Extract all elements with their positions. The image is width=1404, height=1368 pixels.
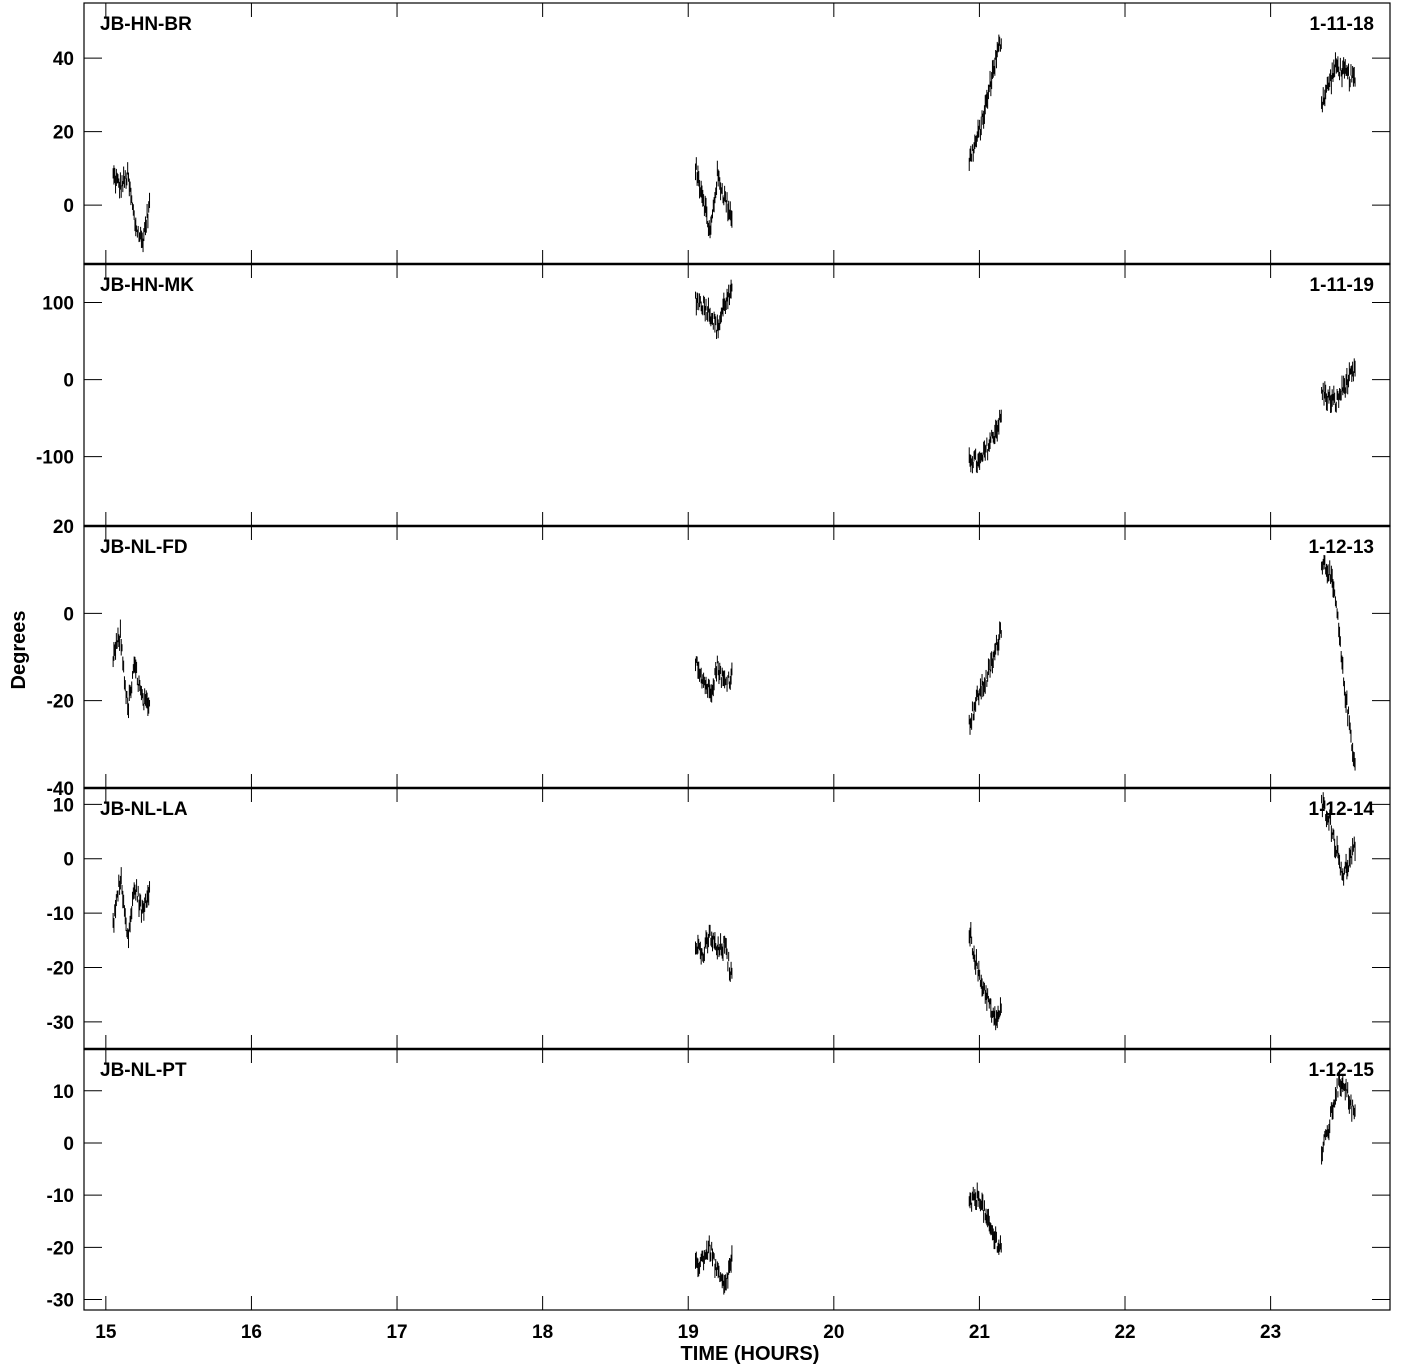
data-segment — [968, 1182, 1002, 1255]
y-tick-label: -10 — [47, 904, 74, 925]
panel-id-label: 1-11-18 — [1310, 14, 1374, 35]
panel-id-label: 1-11-19 — [1310, 275, 1374, 296]
y-tick-label: 0 — [63, 196, 74, 217]
panel-jb-hn-mk: -100 0 100 JB-HN-MK 1-11-19 — [36, 263, 1391, 528]
y-tick-label: -10 — [47, 1186, 74, 1207]
x-tick-label: 23 — [1260, 1322, 1281, 1343]
data-segment — [695, 279, 733, 340]
baseline-label: JB-NL-LA — [100, 799, 188, 820]
x-tick-label: 16 — [241, 1322, 262, 1343]
data-segment — [1321, 554, 1356, 771]
panel-id-label: 1-12-13 — [1309, 537, 1375, 558]
data-segment — [968, 409, 1002, 474]
baseline-label: JB-HN-BR — [100, 14, 192, 35]
panel-jb-hn-br: 0 20 40 JB-HN-BR 1-11-18 — [53, 2, 1391, 266]
data-segment — [1321, 792, 1356, 886]
y-tick-label: 0 — [63, 850, 74, 871]
y-tick-label: 20 — [53, 517, 74, 538]
x-tick-label: 21 — [969, 1322, 991, 1343]
x-tick-labels: 15 16 17 18 19 20 21 22 23 — [95, 1322, 1281, 1343]
data-segment — [112, 162, 151, 253]
x-tick-label: 20 — [823, 1322, 844, 1343]
panel-frame — [83, 525, 1391, 789]
data-segment — [695, 157, 733, 239]
data-segment — [1321, 358, 1356, 413]
y-tick-label: -20 — [47, 958, 74, 979]
y-tick-label: 0 — [63, 1134, 74, 1155]
data-segment — [968, 922, 1002, 1031]
y-tick-label: -20 — [47, 1238, 74, 1259]
y-tick-label: -20 — [47, 692, 74, 713]
y-tick-label: 10 — [53, 1082, 74, 1103]
x-tick-label: 18 — [532, 1322, 553, 1343]
panel-frame — [83, 787, 1391, 1050]
y-tick-label: -30 — [47, 1291, 74, 1312]
panel-frame — [83, 2, 1391, 265]
baseline-label: JB-NL-PT — [100, 1060, 187, 1081]
x-tick-label: 17 — [386, 1322, 407, 1343]
data-segment — [112, 867, 151, 949]
y-tick-label: 0 — [63, 604, 74, 625]
panel-jb-nl-fd: -40 -20 0 20 JB-NL-FD 1-12-13 — [47, 517, 1391, 800]
y-tick-label: -100 — [36, 448, 74, 469]
data-segment — [112, 619, 151, 719]
data-segment — [695, 655, 733, 703]
y-tick-label: 10 — [53, 795, 74, 816]
y-tick-label: -30 — [47, 1013, 74, 1034]
data-segment — [1321, 1069, 1356, 1165]
y-tick-label: 20 — [53, 123, 74, 144]
y-tick-label: 40 — [53, 49, 74, 70]
baseline-label: JB-NL-FD — [100, 537, 188, 558]
y-tick-label: 100 — [42, 294, 74, 315]
y-tick-label: 0 — [63, 371, 74, 392]
y-axis-title: Degrees — [8, 611, 30, 690]
data-segment — [968, 621, 1002, 735]
baseline-label: JB-HN-MK — [100, 275, 194, 296]
data-segment — [968, 34, 1002, 171]
data-segment — [695, 1235, 733, 1295]
x-tick-label: 22 — [1114, 1322, 1135, 1343]
data-segment — [1321, 52, 1356, 113]
x-tick-label: 19 — [678, 1322, 699, 1343]
data-segment — [695, 924, 733, 982]
panel-frame — [83, 1048, 1391, 1311]
panel-frame — [83, 263, 1391, 527]
panel-jb-nl-pt: -30 -20 -10 0 10 JB-NL-PT 1-12-15 — [47, 1048, 1391, 1312]
panel-id-label: 1-12-14 — [1309, 799, 1375, 820]
panel-jb-nl-la: -30 -20 -10 0 10 JB-NL-LA 1-12-14 — [47, 787, 1391, 1051]
panel-id-label: 1-12-15 — [1309, 1060, 1375, 1081]
x-axis-title: TIME (HOURS) — [681, 1343, 820, 1365]
x-tick-label: 15 — [95, 1322, 117, 1343]
y-tick-label: -40 — [47, 779, 74, 800]
